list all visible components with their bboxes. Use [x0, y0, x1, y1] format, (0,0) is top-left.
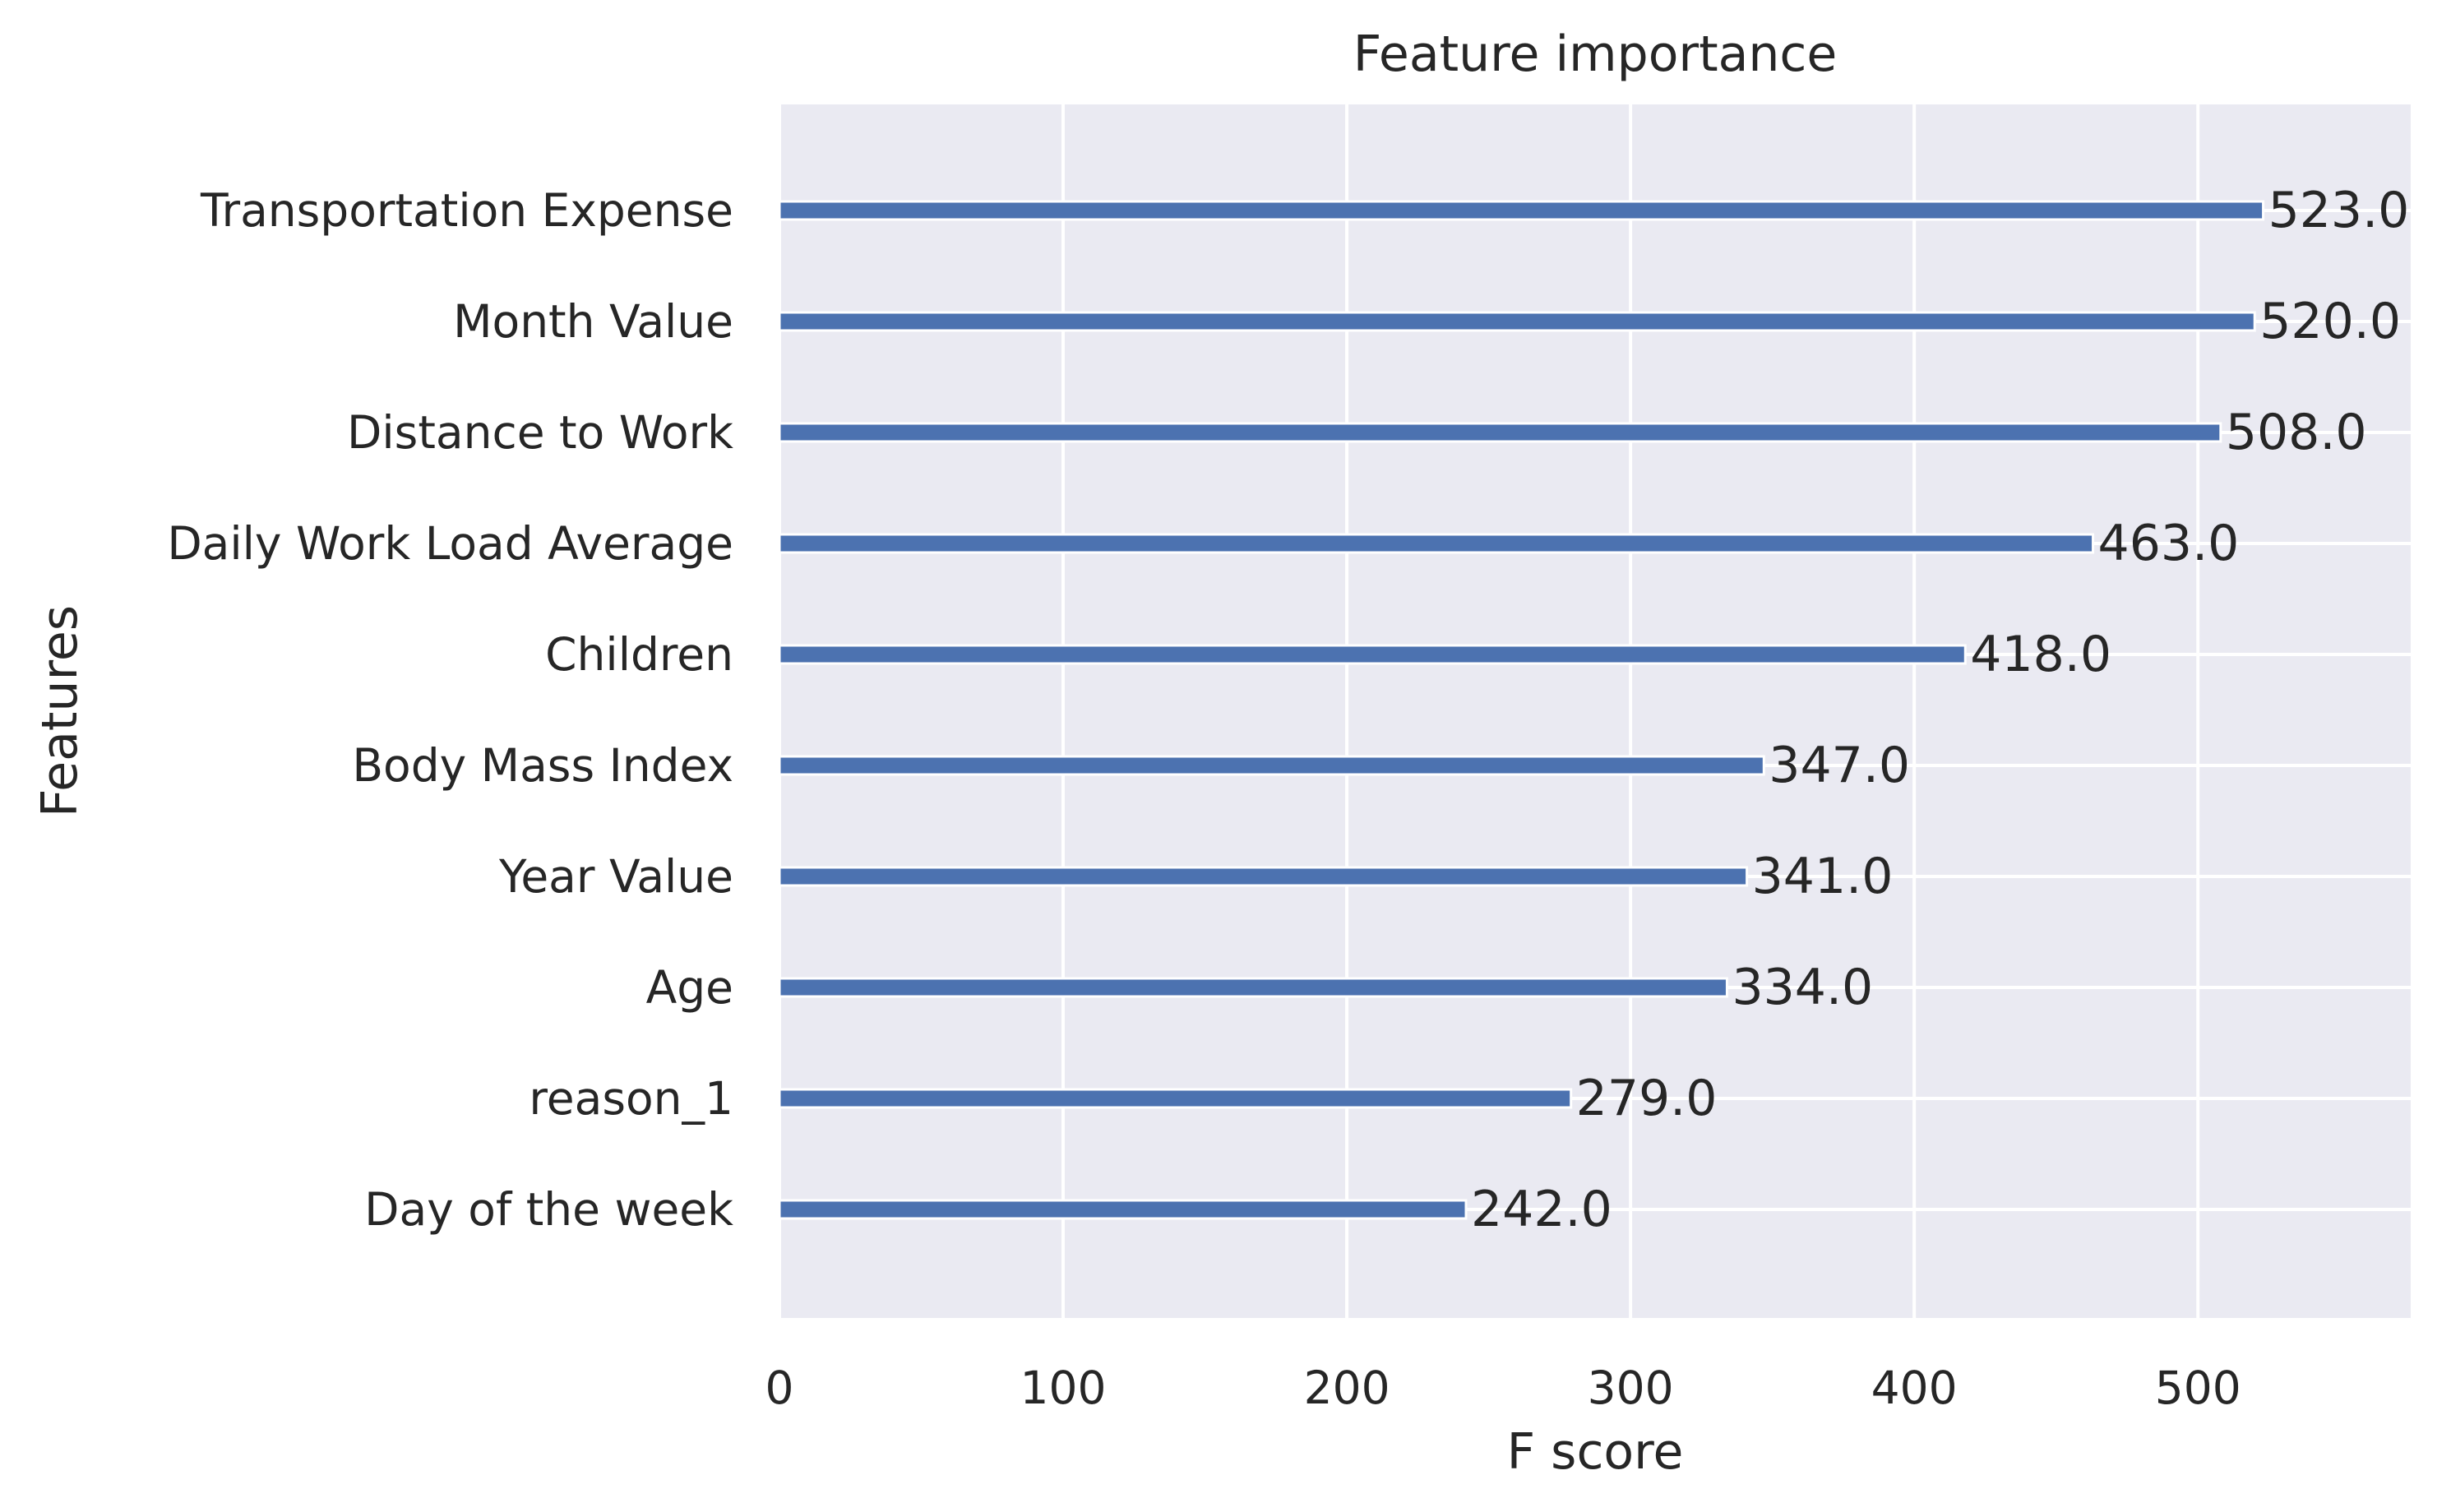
data-label: 279.0	[1576, 1070, 1718, 1127]
y-tick-label: Transportation Expense	[200, 184, 733, 237]
bar	[778, 311, 2256, 332]
x-tick-label: 0	[765, 1362, 794, 1414]
data-label: 418.0	[1970, 626, 2111, 683]
chart-title: Feature importance	[1353, 25, 1838, 83]
data-labels: 523.0 520.0 508.0 463.0 418.0 347.0 341.0 334.0…	[1471, 182, 2409, 1238]
data-label: 334.0	[1732, 959, 1873, 1016]
x-tick-label: 100	[1020, 1362, 1107, 1414]
bar	[778, 533, 2095, 554]
bar	[778, 977, 1728, 998]
x-tick-label: 200	[1304, 1362, 1390, 1414]
bar	[778, 1199, 1468, 1220]
bar	[778, 755, 1765, 776]
bar	[778, 866, 1749, 887]
data-label: 341.0	[1752, 848, 1894, 905]
bars	[778, 200, 2265, 1220]
bar	[778, 644, 1967, 665]
x-tick-label: 300	[1588, 1362, 1674, 1414]
y-tick-label: Year Value	[498, 850, 733, 903]
data-label: 242.0	[1471, 1181, 1612, 1238]
data-label: 523.0	[2268, 182, 2410, 239]
x-tick-labels: 0 100 200 300 400 500	[765, 1362, 2241, 1414]
bar	[778, 200, 2265, 221]
y-tick-label: Children	[545, 628, 733, 681]
bar	[778, 422, 2222, 443]
data-label: 520.0	[2259, 293, 2401, 350]
y-axis-label: Features	[31, 605, 89, 817]
data-label: 508.0	[2226, 404, 2367, 461]
data-label: 347.0	[1769, 737, 1910, 794]
x-tick-label: 500	[2155, 1362, 2241, 1414]
data-label: 463.0	[2098, 515, 2240, 572]
y-tick-label: Age	[646, 961, 733, 1014]
y-tick-label: Month Value	[453, 295, 733, 348]
y-tick-labels: Transportation Expense Month Value Distanc…	[167, 184, 733, 1236]
x-tick-label: 400	[1871, 1362, 1958, 1414]
y-tick-label: Day of the week	[364, 1183, 733, 1236]
y-tick-label: Distance to Work	[347, 406, 733, 459]
y-tick-label: reason_1	[529, 1072, 733, 1125]
x-axis-label: F score	[1507, 1423, 1684, 1481]
y-tick-label: Daily Work Load Average	[167, 517, 733, 570]
y-tick-label: Body Mass Index	[352, 739, 733, 792]
bar	[778, 1088, 1573, 1109]
plot-area	[779, 104, 2411, 1318]
